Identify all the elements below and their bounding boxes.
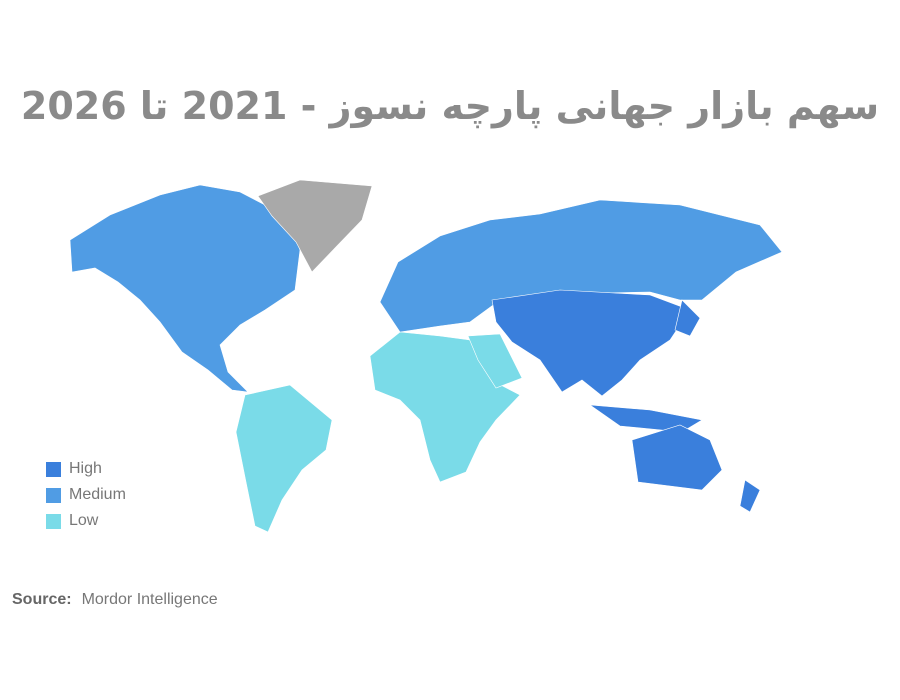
region-new-zealand — [739, 479, 761, 513]
region-indonesia — [588, 404, 703, 433]
region-asia — [491, 289, 691, 397]
region-africa — [369, 331, 521, 483]
region-north-america — [69, 184, 301, 393]
legend-label: Medium — [69, 486, 126, 503]
legend-swatch — [46, 513, 61, 529]
legend-label: Low — [69, 512, 99, 529]
region-australia — [631, 424, 723, 491]
legend: High Medium Low — [46, 456, 126, 534]
source-label: Source: — [12, 591, 72, 608]
region-europe-russia — [379, 199, 783, 333]
source-value: Mordor Intelligence — [81, 591, 218, 608]
region-japan — [674, 299, 701, 337]
region-south-america — [235, 384, 333, 533]
legend-item-high: High — [46, 456, 126, 482]
legend-label: High — [69, 460, 102, 477]
legend-item-medium: Medium — [46, 482, 126, 508]
legend-swatch — [46, 461, 61, 477]
source-note: Source: Mordor Intelligence — [12, 591, 218, 609]
map-title: سهم بازار جهانی پارچه نسوز - 2021 تا 202… — [20, 84, 880, 128]
legend-item-low: Low — [46, 508, 126, 534]
region-middle-east — [467, 333, 523, 389]
legend-swatch — [46, 487, 61, 503]
region-greenland — [257, 179, 373, 273]
